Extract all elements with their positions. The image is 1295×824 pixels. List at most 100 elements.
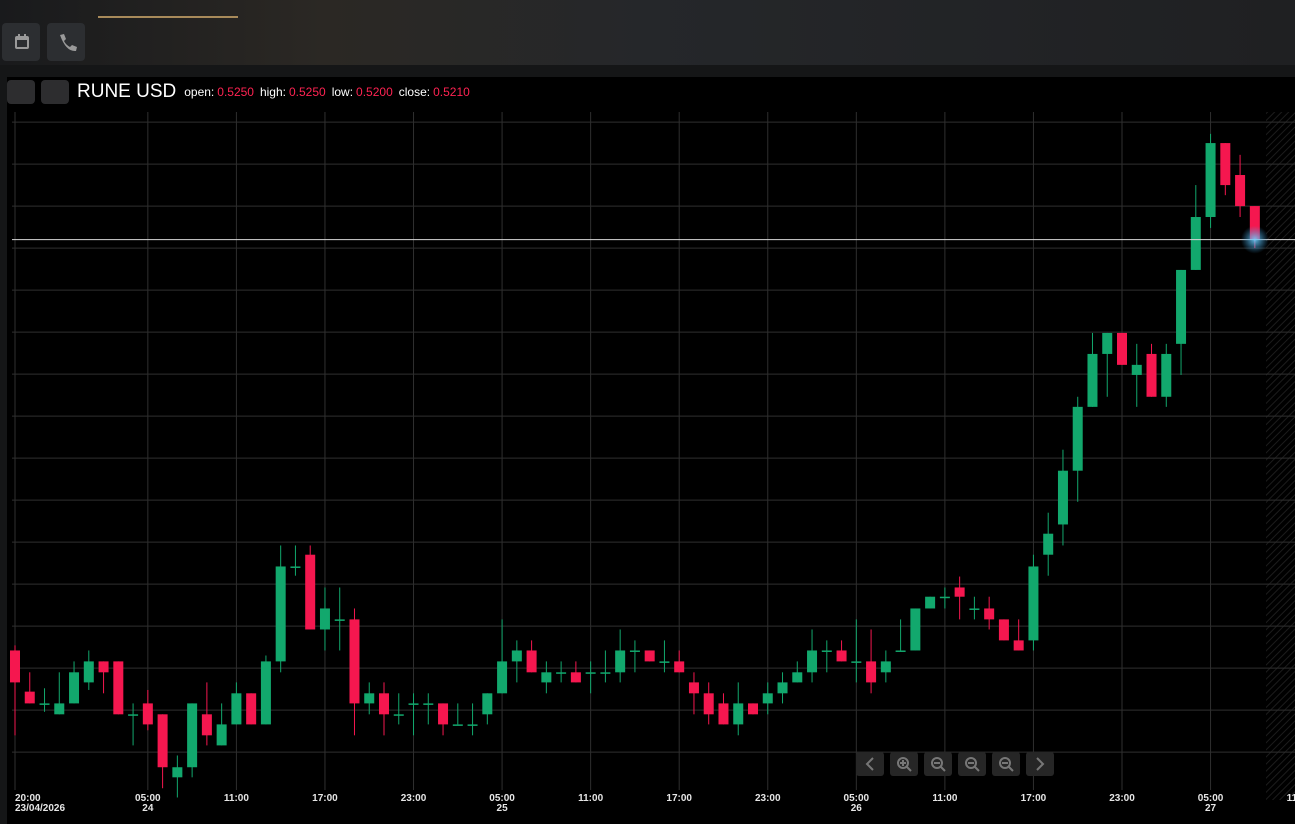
chevron-icon <box>865 757 874 771</box>
candle-body <box>231 693 242 725</box>
candle-body <box>1161 353 1172 397</box>
candle-body <box>821 650 832 652</box>
candle-body <box>585 672 596 674</box>
calendar-button[interactable] <box>2 23 40 61</box>
x-tick-label: 05:00 <box>489 793 515 804</box>
x-tick-label: 11:00 <box>578 793 603 804</box>
candle-body <box>349 619 360 704</box>
active-tab-indicator <box>98 16 238 18</box>
candle-body <box>54 703 65 715</box>
candle-body <box>10 650 20 683</box>
candle-body <box>1028 566 1039 641</box>
candle-body <box>659 661 670 663</box>
x-tick-label: 17:00 <box>1021 793 1047 804</box>
candle-body <box>69 672 80 704</box>
candle-body <box>600 672 611 674</box>
x-tick-label: 05:00 <box>135 793 161 804</box>
phone-icon <box>60 34 77 52</box>
candle-body <box>954 587 965 597</box>
ohlc-label: high: <box>259 85 286 99</box>
x-tick-label: 20:00 <box>15 793 41 804</box>
candle-body <box>364 693 375 704</box>
ohlc-value: 0.5210 <box>433 85 470 99</box>
candle-body <box>172 767 183 778</box>
candle-body <box>866 661 877 683</box>
candle-body <box>644 650 655 662</box>
ohlc-value: 0.5250 <box>217 85 254 99</box>
candle-body <box>1057 470 1068 525</box>
candle-body <box>807 650 818 673</box>
collapse-button[interactable] <box>41 80 69 104</box>
settings-button[interactable] <box>7 80 35 104</box>
candle-body <box>128 714 139 716</box>
candle-body <box>319 608 330 630</box>
zoom-icon <box>965 757 977 769</box>
x-tick-label: 17:00 <box>312 793 338 804</box>
x-tick-date: 26 <box>851 803 863 814</box>
candle-body <box>452 724 463 726</box>
candle-body <box>1072 406 1083 471</box>
scroll-left-button[interactable] <box>856 752 884 776</box>
candle-body <box>895 650 906 652</box>
x-tick-label: 23:00 <box>1109 793 1135 804</box>
candle-body <box>408 703 419 705</box>
zoom-icon <box>934 762 946 772</box>
calendar-icon <box>15 34 29 49</box>
candle-body <box>1235 175 1246 207</box>
candle-body <box>629 650 640 652</box>
candle-body <box>925 596 936 609</box>
candle-body <box>1249 206 1260 240</box>
grid <box>12 112 1295 790</box>
x-tick-label: 23:00 <box>755 793 781 804</box>
candle-body <box>423 703 434 705</box>
candle-body <box>792 672 803 683</box>
candle-body <box>1190 217 1201 270</box>
phone-button[interactable] <box>47 23 85 61</box>
symbol: RUNE USD <box>77 81 177 102</box>
candle-body <box>83 661 94 683</box>
candle-body <box>497 661 508 694</box>
ohlc-label: close: <box>398 85 431 99</box>
candle-body <box>290 566 301 568</box>
candle-body <box>615 650 626 673</box>
scroll-right-button[interactable] <box>1026 752 1054 776</box>
candle-body <box>556 672 567 674</box>
candle-body <box>718 703 729 725</box>
ohlc-value: 0.5200 <box>356 85 393 99</box>
ohlc-value: 0.5250 <box>289 85 326 99</box>
ohlc-label: low: <box>331 85 354 99</box>
zoom-icon <box>897 757 909 769</box>
candle-body <box>142 703 153 725</box>
candle-body <box>482 693 493 715</box>
x-tick-date: 25 <box>497 803 509 814</box>
zoom-icon <box>931 757 943 769</box>
candle-body <box>674 661 685 673</box>
toolbar <box>0 0 1295 65</box>
candle-body <box>703 693 714 715</box>
candle-body <box>113 661 124 715</box>
candle-body <box>570 672 581 683</box>
candle-body <box>1146 353 1157 397</box>
zoom-controls <box>856 752 1054 776</box>
candle-body <box>1220 143 1231 186</box>
candle-body <box>1013 640 1024 651</box>
candle-body <box>187 703 198 768</box>
candle-body <box>541 672 552 683</box>
x-tick-date: 27 <box>1205 803 1217 814</box>
candle-body <box>1176 269 1187 344</box>
candle-body <box>880 661 891 673</box>
candle-body <box>334 619 345 621</box>
candle-body <box>733 703 744 725</box>
price-glow <box>1240 225 1269 254</box>
ohlc-label: open: <box>184 85 215 99</box>
candle-body <box>260 661 271 725</box>
candle-body <box>851 661 862 663</box>
candle-body <box>969 608 980 610</box>
x-tick-label: 11:00 <box>932 793 957 804</box>
candles <box>10 133 1260 798</box>
candle-body <box>1102 332 1113 354</box>
candle-body <box>688 682 699 694</box>
